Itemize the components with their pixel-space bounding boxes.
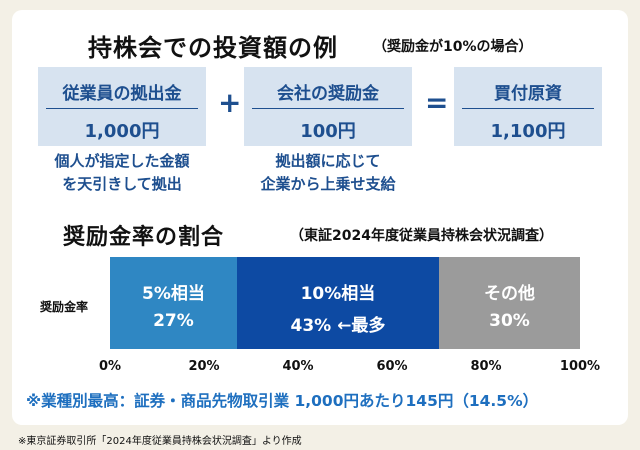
industry-highlight: ※業種別最高：証券・商品先物取引業 1,000円あたり145円（14.5%）: [26, 392, 539, 410]
page-title: 持株会での投資額の例: [88, 34, 338, 62]
bar-segment-value: 27%: [153, 311, 194, 331]
section-note: （東証2024年度従業員持株会状況調査）: [290, 228, 553, 244]
plus-sign: +: [218, 86, 242, 119]
equals-sign: =: [425, 86, 449, 119]
bar-segment-2: 10%相当 43% ←最多: [236, 257, 439, 349]
chart-row-label: 奨励金率: [40, 300, 89, 314]
company-incentive-label: 会社の奨励金: [277, 84, 379, 104]
bar-segment-label: その他: [484, 284, 535, 304]
x-tick-label: 40%: [282, 359, 314, 374]
section-title: 奨励金率の割合: [63, 225, 225, 250]
title-note: （奨励金が10%の場合）: [373, 39, 533, 55]
purchase-funds-label: 買付原資: [494, 84, 562, 104]
bar-segment-value: 30%: [489, 311, 530, 331]
employee-contribution-value: 1,000円: [84, 121, 160, 142]
company-note-line-1: 拠出額に応じて: [275, 152, 381, 170]
x-tick-label: 100%: [559, 359, 601, 374]
bar-segment-value: 43% ←最多: [290, 316, 386, 336]
x-tick-label: 20%: [188, 359, 220, 374]
x-tick-label: 80%: [470, 359, 502, 374]
bar-segment-3: その他 30%: [439, 257, 580, 349]
employee-contribution-label: 従業員の拠出金: [62, 84, 182, 104]
company-incentive-value: 100円: [300, 121, 356, 142]
purchase-funds-box: 買付原資 1,100円: [454, 67, 602, 146]
bar-segment-label: 10%相当: [300, 284, 376, 304]
box-divider: [462, 108, 594, 109]
company-incentive-box: 会社の奨励金 100円: [244, 67, 412, 146]
bar-segment-1: 5%相当 27%: [110, 257, 237, 349]
box-divider: [46, 108, 198, 109]
bar-segment-label: 5%相当: [142, 284, 205, 304]
source-footnote: ※東京証券取引所「2024年度従業員持株会状況調査」より作成: [18, 436, 302, 447]
box-divider: [252, 108, 404, 109]
company-note-line-2: 企業から上乗せ支給: [260, 175, 396, 193]
purchase-funds-value: 1,100円: [490, 121, 566, 142]
employee-note-line-2: を天引きして拠出: [62, 175, 182, 193]
employee-note: 個人が指定した金額 を天引きして拠出: [38, 150, 206, 196]
stacked-bar-chart: 5%相当 27% 10%相当 43% ←最多 その他 30%: [110, 257, 580, 349]
employee-note-line-1: 個人が指定した金額: [54, 152, 190, 170]
employee-contribution-box: 従業員の拠出金 1,000円: [38, 67, 206, 146]
x-tick-label: 0%: [98, 359, 122, 374]
company-note: 拠出額に応じて 企業から上乗せ支給: [244, 150, 412, 196]
x-tick-label: 60%: [376, 359, 408, 374]
